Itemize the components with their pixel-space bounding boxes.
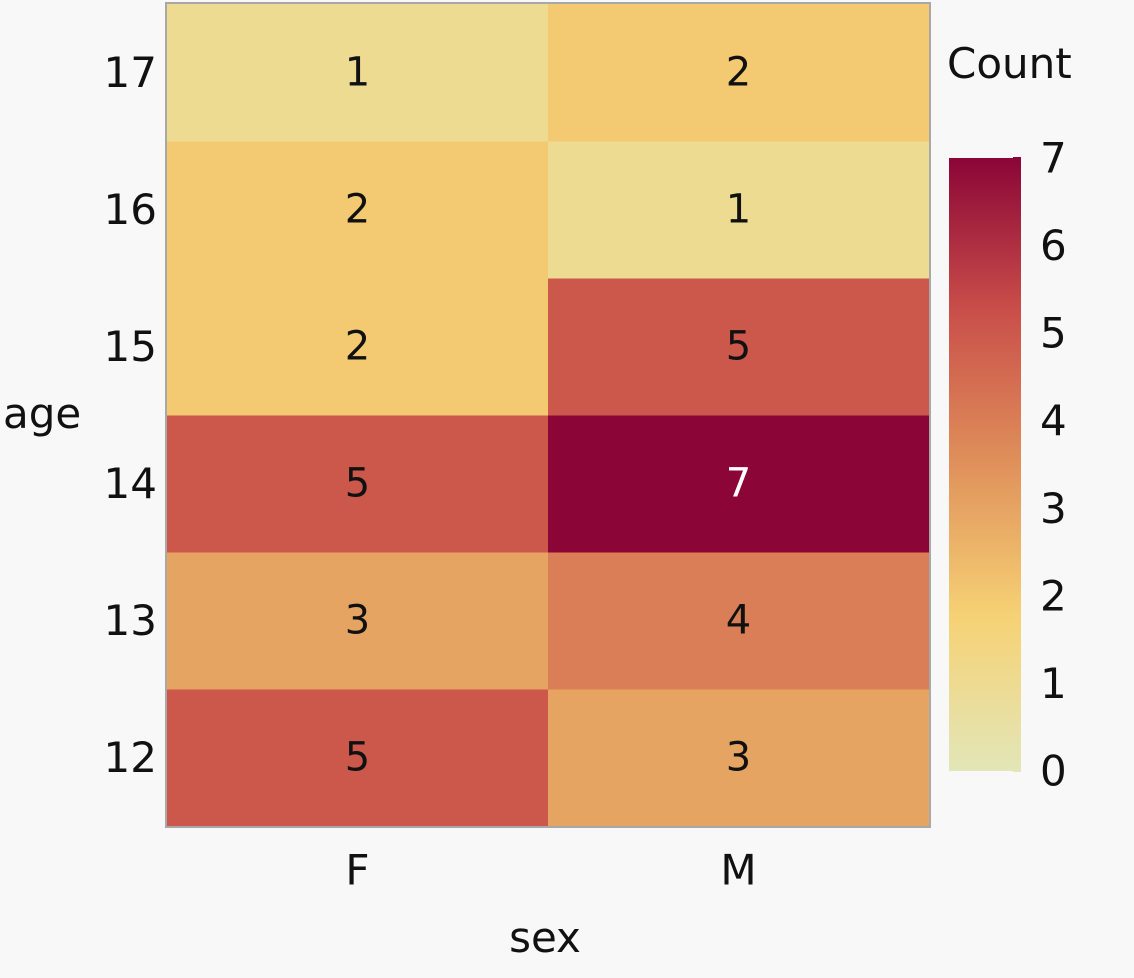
y-tick-label: 17 bbox=[104, 48, 157, 97]
legend-tick-label: 3 bbox=[1040, 484, 1067, 533]
heatmap-cell bbox=[167, 689, 549, 827]
y-tick-label: 12 bbox=[104, 733, 157, 782]
legend-tick-label: 4 bbox=[1040, 396, 1067, 445]
heatmap-cell bbox=[548, 278, 930, 416]
heatmap-cell bbox=[548, 552, 930, 690]
cell-value-label: 2 bbox=[345, 187, 370, 233]
heatmap-cell bbox=[548, 415, 930, 553]
y-tick-label: 14 bbox=[104, 459, 157, 508]
legend-ticks: 0 1 2 3 4 5 6 7 bbox=[1013, 134, 1067, 796]
cell-value-label: 2 bbox=[726, 50, 751, 96]
heatmap-cell bbox=[167, 141, 549, 279]
y-tick-label: 15 bbox=[104, 322, 157, 371]
heatmap-cell bbox=[167, 278, 549, 416]
legend-title: Count bbox=[947, 39, 1072, 88]
heatmap-cell bbox=[548, 4, 930, 142]
cell-value-label: 7 bbox=[726, 461, 751, 507]
plot-frame bbox=[165, 2, 931, 828]
cell-value-label: 2 bbox=[345, 324, 370, 370]
heatmap-cell bbox=[548, 141, 930, 279]
heatmap-cell bbox=[548, 689, 930, 827]
heatmap-cell bbox=[167, 415, 549, 553]
legend-tick-label: 7 bbox=[1040, 134, 1067, 183]
cell-value-label: 5 bbox=[345, 461, 370, 507]
y-axis-ticks: 12 13 14 15 16 17 bbox=[104, 48, 157, 782]
cell-value-label: 1 bbox=[345, 50, 370, 96]
cell-value-label: 3 bbox=[345, 598, 370, 644]
heatmap-cell bbox=[167, 4, 549, 142]
cell-value-label: 5 bbox=[345, 735, 370, 781]
legend-tick-label: 5 bbox=[1040, 309, 1067, 358]
heatmap-cells: 5 3 3 4 5 7 2 5 2 1 1 2 bbox=[167, 4, 930, 827]
x-tick-label: F bbox=[345, 846, 369, 895]
cell-value-label: 5 bbox=[726, 324, 751, 370]
x-axis-title: sex bbox=[509, 913, 581, 962]
cell-value-label: 3 bbox=[726, 735, 751, 781]
legend-tick-label: 6 bbox=[1040, 221, 1067, 270]
legend-tick-label: 1 bbox=[1040, 659, 1067, 708]
cell-value-label: 4 bbox=[726, 598, 751, 644]
legend-tick-label: 2 bbox=[1040, 571, 1067, 620]
y-tick-label: 13 bbox=[104, 596, 157, 645]
legend-color-bar bbox=[949, 158, 1021, 771]
cell-value-label: 1 bbox=[726, 187, 751, 233]
legend-tick-label: 0 bbox=[1040, 747, 1067, 796]
x-tick-label: M bbox=[720, 846, 756, 895]
y-tick-label: 16 bbox=[104, 185, 157, 234]
heatmap-cell bbox=[167, 552, 549, 690]
y-axis-title: age bbox=[3, 389, 81, 438]
